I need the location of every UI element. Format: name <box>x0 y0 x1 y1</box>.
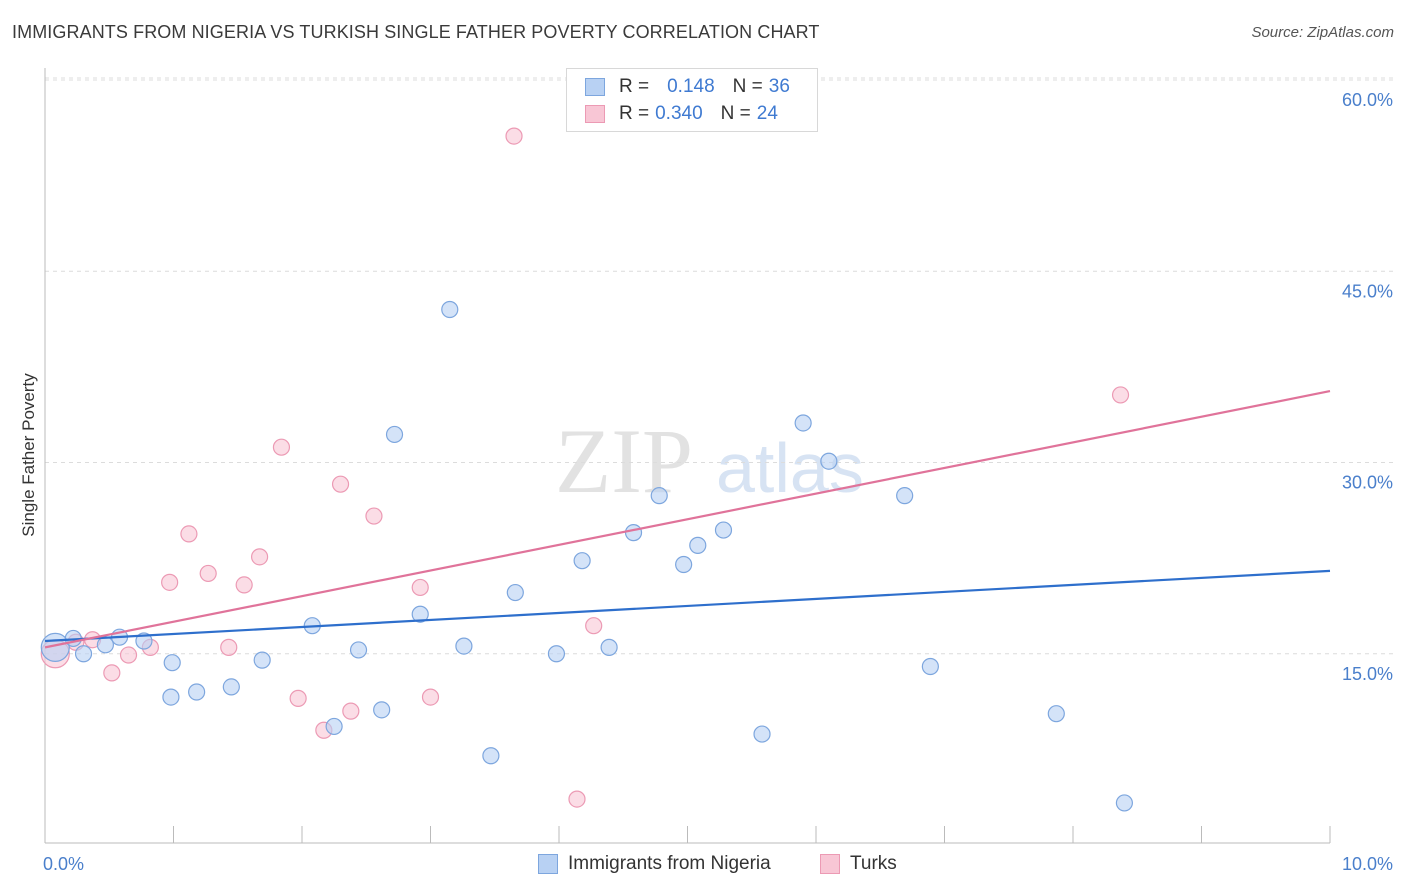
legend: R = 0.148 N = 36 R = 0.340 N = 24 <box>566 68 818 132</box>
nigeria-point <box>162 688 180 706</box>
nigeria-point <box>600 638 618 656</box>
bottom-legend-nigeria: Immigrants from Nigeria <box>538 852 771 876</box>
nigeria-point <box>441 300 459 319</box>
nigeria-point <box>96 636 114 654</box>
bottom-legend-label-nigeria: Immigrants from Nigeria <box>568 853 771 874</box>
y-axis-label: Single Father Poverty <box>19 373 38 537</box>
watermark-atlas: atlas <box>716 429 864 507</box>
nigeria-point <box>385 425 404 444</box>
y-tick-label: 15.0% <box>1342 664 1393 684</box>
nigeria-point <box>506 583 524 602</box>
turks-point <box>585 617 603 635</box>
turks-point <box>342 702 360 720</box>
turks-point <box>568 790 586 808</box>
nigeria-point <box>482 747 500 765</box>
x-tick-label: 0.0% <box>43 854 84 874</box>
nigeria-point <box>1115 794 1134 812</box>
nigeria-point <box>411 605 429 623</box>
source-label: Source: ZipAtlas.com <box>1251 24 1394 41</box>
chart-title: IMMIGRANTS FROM NIGERIA VS TURKISH SINGL… <box>12 22 820 42</box>
legend-n-label: N = <box>732 76 763 97</box>
bottom-legend-swatch-turks <box>820 854 840 874</box>
legend-r-label: R = <box>619 76 650 97</box>
nigeria-point <box>373 701 391 719</box>
turks-point <box>161 573 179 591</box>
nigeria-point <box>547 645 566 663</box>
turks-point <box>411 578 429 597</box>
tick-labels: 15.0% 30.0% 45.0% 60.0% 0.0% 10.0% <box>43 90 1393 874</box>
legend-r-value: 0.148 <box>667 76 715 97</box>
bottom-legend-swatch-nigeria <box>538 854 558 874</box>
nigeria-point <box>714 521 733 539</box>
y-tick-label: 60.0% <box>1342 90 1393 110</box>
nigeria-point <box>135 632 153 650</box>
nigeria-point <box>325 717 343 736</box>
turks-point <box>235 576 253 594</box>
legend-swatch-nigeria <box>585 78 605 96</box>
y-tick-label: 45.0% <box>1342 281 1393 301</box>
turks-point <box>289 689 307 707</box>
axes <box>44 68 1331 844</box>
legend-n-label: N = <box>720 103 751 124</box>
nigeria-point <box>650 487 668 505</box>
watermark-zip: ZIP <box>555 410 693 512</box>
turks-point <box>272 438 291 456</box>
nigeria-point <box>349 641 368 659</box>
turks-point <box>505 127 523 145</box>
turks-point <box>250 548 269 566</box>
turks-point <box>1111 386 1130 404</box>
nigeria-point <box>820 452 838 470</box>
trend-lines <box>44 390 1331 649</box>
turks-trend-line <box>44 390 1331 649</box>
nigeria-point <box>624 524 643 542</box>
turks-point <box>365 507 383 525</box>
legend-swatch-turks <box>585 105 605 123</box>
nigeria-point <box>163 654 181 672</box>
legend-row-turks: R = 0.340 N = 24 <box>585 102 778 126</box>
turks-point <box>220 638 238 656</box>
watermark: ZIP atlas <box>555 410 864 512</box>
y-tick-label: 30.0% <box>1342 473 1393 493</box>
nigeria-point <box>455 637 473 655</box>
nigeria-point <box>573 552 591 570</box>
nigeria-point <box>921 657 939 676</box>
legend-n-value: 36 <box>768 76 790 97</box>
nigeria-point <box>253 651 271 669</box>
legend-r-value: 0.340 <box>655 103 703 124</box>
nigeria-trend-line <box>44 569 1331 643</box>
turks-point <box>421 688 440 706</box>
nigeria-point <box>896 487 914 505</box>
legend-r-label: R = <box>619 103 650 124</box>
nigeria-point <box>1047 705 1065 723</box>
turks-point <box>119 646 138 664</box>
legend-n-value: 24 <box>756 103 778 124</box>
legend-row-nigeria: R = 0.148 N = 36 <box>585 75 790 99</box>
nigeria-point <box>188 683 206 701</box>
nigeria-point <box>794 414 812 432</box>
turks-point <box>199 564 217 583</box>
nigeria-point <box>689 536 707 554</box>
turks-point <box>331 475 350 493</box>
nigeria-point <box>675 555 693 574</box>
turks-point <box>103 664 121 682</box>
bottom-legend-turks: Turks <box>820 852 897 876</box>
nigeria-point <box>222 678 240 696</box>
nigeria-point <box>74 645 93 663</box>
x-tick-label: 10.0% <box>1342 854 1393 874</box>
gridlines <box>45 77 1395 655</box>
turks-point <box>180 525 198 543</box>
bottom-legend-label-turks: Turks <box>850 853 897 874</box>
nigeria-point <box>753 725 771 743</box>
